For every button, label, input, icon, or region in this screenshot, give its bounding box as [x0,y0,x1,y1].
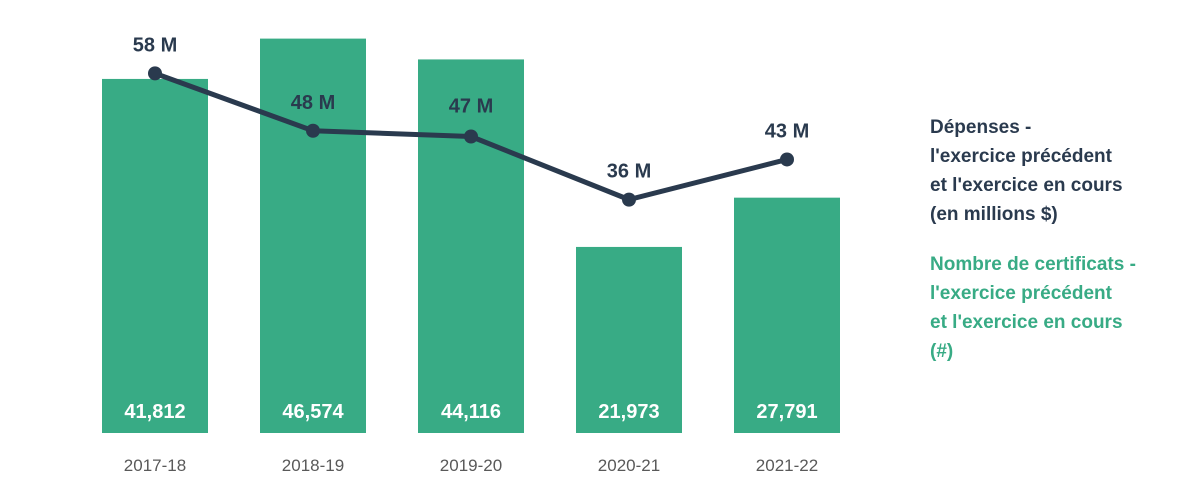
line-layer [148,66,794,207]
x-tick-label: 2020-21 [598,456,660,475]
legend-line-text: l'exercice précédent [930,146,1112,167]
chart-canvas: 41,812 46,574 44,116 21,973 27,791 58 M 48 M 47… [102,34,840,475]
legend-line-text: (en millions $) [930,204,1058,225]
legend-line-text: et l'exercice en cours [930,175,1123,196]
line-point [780,152,794,167]
x-tick-label: 2018-19 [282,456,344,475]
bar-value-label: 44,116 [441,401,501,423]
legend-bar-text: (#) [930,341,954,362]
legend-bar-series: Nombre de certificats - l'exercice précé… [930,250,1190,366]
bars-layer [102,38,840,434]
line-value-label: 47 M [449,96,493,118]
line-value-label: 36 M [607,161,651,183]
bar-value-label: 27,791 [756,401,817,423]
line-point [306,123,320,138]
legend-line-text: Dépenses - [930,117,1032,138]
bar [260,38,366,434]
bar-value-label: 41,812 [124,401,185,423]
x-tick-label: 2019-20 [440,456,502,475]
legend-bar-text: Nombre de certificats - [930,254,1136,275]
bar-value-label: 46,574 [282,401,344,423]
bar [576,246,682,433]
bar [418,59,524,433]
line-point [622,192,636,207]
line-value-label: 43 M [765,120,809,142]
bar-value-label: 21,973 [598,401,659,423]
legend-bar-text: et l'exercice en cours [930,312,1123,333]
line-value-label: 48 M [291,92,335,114]
line-point [148,66,162,81]
x-tick-label: 2021-22 [756,456,818,475]
line-point [464,129,478,144]
line-value-label: 58 M [133,34,177,56]
bar [102,78,208,433]
legend-line-series: Dépenses - l'exercice précédent et l'exe… [930,113,1190,229]
labels-layer: 41,812 46,574 44,116 21,973 27,791 58 M 48 M 47… [124,34,817,423]
x-tick-label: 2017-18 [124,456,186,475]
legend-bar-text: l'exercice précédent [930,283,1112,304]
bar [734,197,840,433]
x-axis-ticks: 2017-18 2018-19 2019-20 2020-21 2021-22 [124,456,818,475]
